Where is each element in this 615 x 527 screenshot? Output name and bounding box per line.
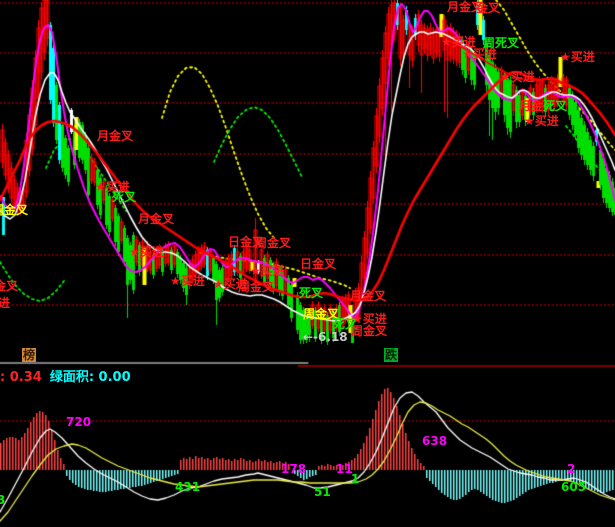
indicator-header: : 0.34 绿面积: 0.00 bbox=[0, 366, 131, 385]
red-area-value: : 0.34 bbox=[0, 370, 42, 385]
green-area-label: 绿面积: 0.00 bbox=[49, 370, 131, 385]
tab-bang[interactable]: 榜 bbox=[22, 348, 37, 362]
tab-die[interactable]: 跌 bbox=[384, 348, 399, 362]
